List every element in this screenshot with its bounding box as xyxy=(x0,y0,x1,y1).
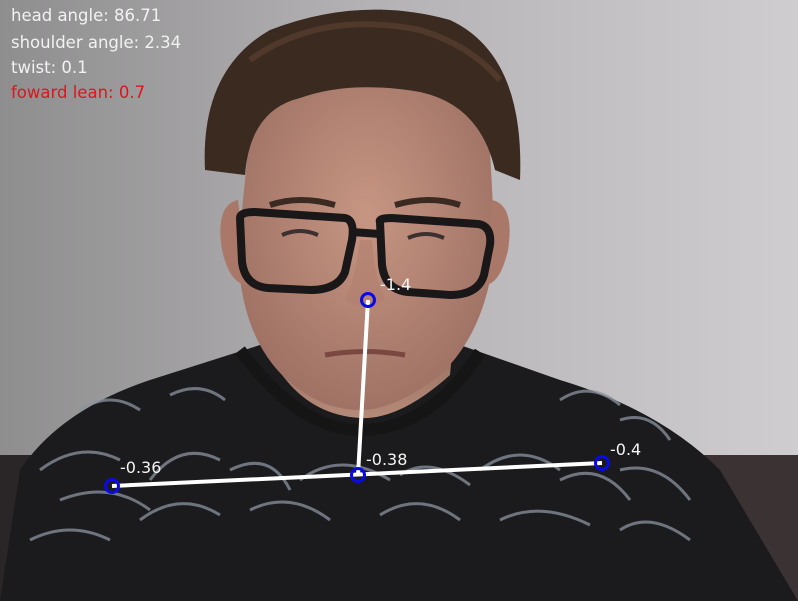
left-shoulder-keypoint-label: -0.36 xyxy=(120,458,162,477)
keypoint-neck xyxy=(350,467,366,483)
nose-keypoint-label: -1.4 xyxy=(380,275,412,294)
eyes xyxy=(281,229,445,240)
right-ear xyxy=(484,200,510,285)
hair xyxy=(204,9,521,181)
torso xyxy=(0,340,798,601)
keypoint-right-shoulder xyxy=(594,455,610,471)
glasses xyxy=(235,207,495,300)
eyebrows xyxy=(269,197,461,208)
head-angle-readout: head angle: 86.71 xyxy=(11,6,162,25)
nose-shape xyxy=(345,240,385,306)
forward-lean-readout: foward lean: 0.7 xyxy=(11,83,146,102)
pose-skeleton xyxy=(104,292,610,494)
right-shoulder-keypoint-label: -0.4 xyxy=(610,440,642,459)
neck-keypoint-label: -0.38 xyxy=(366,450,408,469)
shoulder-angle-readout: shoulder angle: 2.34 xyxy=(11,33,182,52)
twist-readout: twist: 0.1 xyxy=(11,58,88,77)
shoulder-line xyxy=(111,461,603,488)
keypoint-nose xyxy=(360,292,376,308)
keypoint-left-shoulder xyxy=(104,478,120,494)
person xyxy=(0,9,798,601)
spine-line xyxy=(356,299,370,476)
